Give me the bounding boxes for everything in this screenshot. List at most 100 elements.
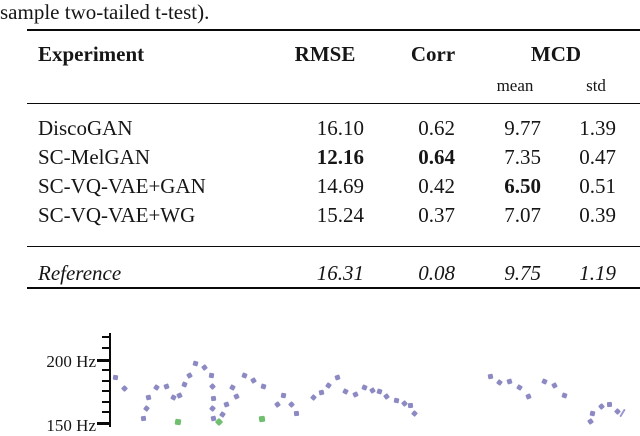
f0-dot [360, 384, 368, 391]
y-axis-line [109, 333, 111, 427]
table-row: SC-VQ-VAE+GAN 14.69 0.42 6.50 0.51 [0, 174, 640, 198]
f0-dot [112, 374, 118, 381]
column-header-mcd: MCD [530, 42, 582, 66]
cell-mcd-std: 1.39 [579, 116, 616, 140]
cell-mcd-std: 0.51 [579, 174, 616, 198]
f0-dot [208, 372, 214, 379]
f0-dot-secondary [258, 415, 266, 423]
f0-dot [550, 382, 558, 389]
f0-dot [240, 372, 248, 380]
f0-dot [208, 404, 216, 412]
f0-dot [375, 388, 383, 395]
f0-dot [560, 392, 568, 399]
y-axis-minor-tick [102, 411, 110, 413]
y-axis-minor-tick [102, 401, 110, 403]
table-top-rule [27, 29, 640, 31]
cell-mcd-mean: 7.35 [504, 145, 541, 169]
f0-dot [232, 393, 240, 400]
partial-marker [619, 408, 626, 417]
column-subheader-mean: mean [496, 76, 534, 95]
cell-mcd-mean: 9.75 [504, 261, 541, 285]
f0-dot [318, 389, 324, 396]
f0-dot [540, 378, 548, 385]
f0-dot [218, 410, 226, 418]
y-axis-major-tick [97, 359, 110, 362]
f0-dot [368, 387, 376, 394]
f0-dot [142, 404, 150, 412]
column-header-rmse: RMSE [294, 42, 356, 66]
cell-rmse: 12.16 [316, 145, 364, 169]
f0-dot [280, 392, 286, 399]
table-bottom-rule [27, 287, 640, 289]
f0-dot [589, 410, 595, 417]
f0-dot [120, 385, 128, 393]
y-axis-label-200hz: 200 Hz [46, 352, 96, 371]
f0-dot-secondary [214, 417, 224, 427]
cell-corr: 0.64 [418, 145, 455, 169]
column-header-experiment: Experiment [38, 42, 145, 66]
f0-dot [515, 384, 523, 392]
y-axis-major-tick [97, 422, 110, 425]
y-axis-minor-tick [102, 347, 110, 349]
f0-dot [259, 383, 267, 390]
f0-dot [393, 397, 399, 404]
column-header-corr: Corr [410, 42, 456, 66]
cell-experiment-name: DiscoGAN [38, 116, 133, 140]
f0-dot [586, 418, 594, 426]
f0-dot [407, 402, 413, 408]
f0-dot [400, 399, 408, 407]
f0-dot [273, 400, 281, 408]
caption-text: sample two-tailed t-test). [0, 0, 210, 24]
y-axis-label-150hz: 150 Hz [46, 416, 96, 435]
cell-corr: 0.62 [418, 116, 455, 140]
f0-dot [287, 400, 295, 408]
cell-experiment-name: SC-VQ-VAE+WG [38, 203, 196, 227]
cell-corr: 0.37 [418, 203, 455, 227]
cell-mcd-std: 1.19 [579, 261, 616, 285]
f0-dot [144, 394, 152, 401]
table-row: SC-MelGAN 12.16 0.64 7.35 0.47 [0, 145, 640, 169]
cell-mcd-mean: 7.07 [504, 203, 541, 227]
table-row-reference: Reference 16.31 0.08 9.75 1.19 [0, 261, 640, 285]
cell-corr: 0.08 [418, 261, 455, 285]
cell-experiment-name: Reference [38, 261, 122, 285]
cell-rmse: 16.31 [316, 261, 364, 285]
f0-dot [180, 381, 188, 388]
f0-dot [382, 392, 390, 400]
cell-corr: 0.42 [418, 174, 455, 198]
y-axis-minor-tick [102, 369, 110, 371]
f0-dot [191, 360, 199, 367]
table-row: SC-VQ-VAE+WG 15.24 0.37 7.07 0.39 [0, 203, 640, 227]
f0-dot [293, 410, 299, 416]
f0-dot [249, 377, 257, 385]
f0-dot [309, 393, 317, 401]
cell-rmse: 15.24 [316, 203, 364, 227]
cell-mcd-mean: 6.50 [504, 174, 541, 198]
cell-rmse: 14.69 [316, 174, 364, 198]
column-subheader-std: std [586, 76, 606, 95]
cell-experiment-name: SC-MelGAN [38, 145, 151, 169]
f0-dot [185, 372, 193, 380]
table-header-rule [27, 103, 640, 104]
f0-dot [597, 402, 605, 410]
f0-dot [524, 393, 532, 400]
f0-dot-secondary [174, 418, 182, 426]
f0-dot [410, 409, 418, 417]
f0-dot [175, 392, 183, 399]
f0-dot [152, 384, 160, 392]
table-row: DiscoGAN 16.10 0.62 9.77 1.39 [0, 116, 640, 140]
y-axis-minor-tick [102, 380, 110, 382]
cell-rmse: 16.10 [316, 116, 364, 140]
f0-dot [606, 401, 612, 408]
cell-mcd-mean: 9.77 [504, 116, 541, 140]
cell-experiment-name: SC-VQ-VAE+GAN [38, 174, 206, 198]
f0-dot [210, 395, 216, 402]
f0-dot [208, 383, 216, 391]
y-axis-minor-tick [102, 336, 110, 338]
y-axis-minor-tick [102, 390, 110, 392]
f0-dot [495, 379, 503, 387]
f0-dot [333, 374, 341, 381]
f0-dot [169, 394, 177, 401]
f0-dot [162, 383, 170, 390]
f0-dot [324, 382, 332, 390]
